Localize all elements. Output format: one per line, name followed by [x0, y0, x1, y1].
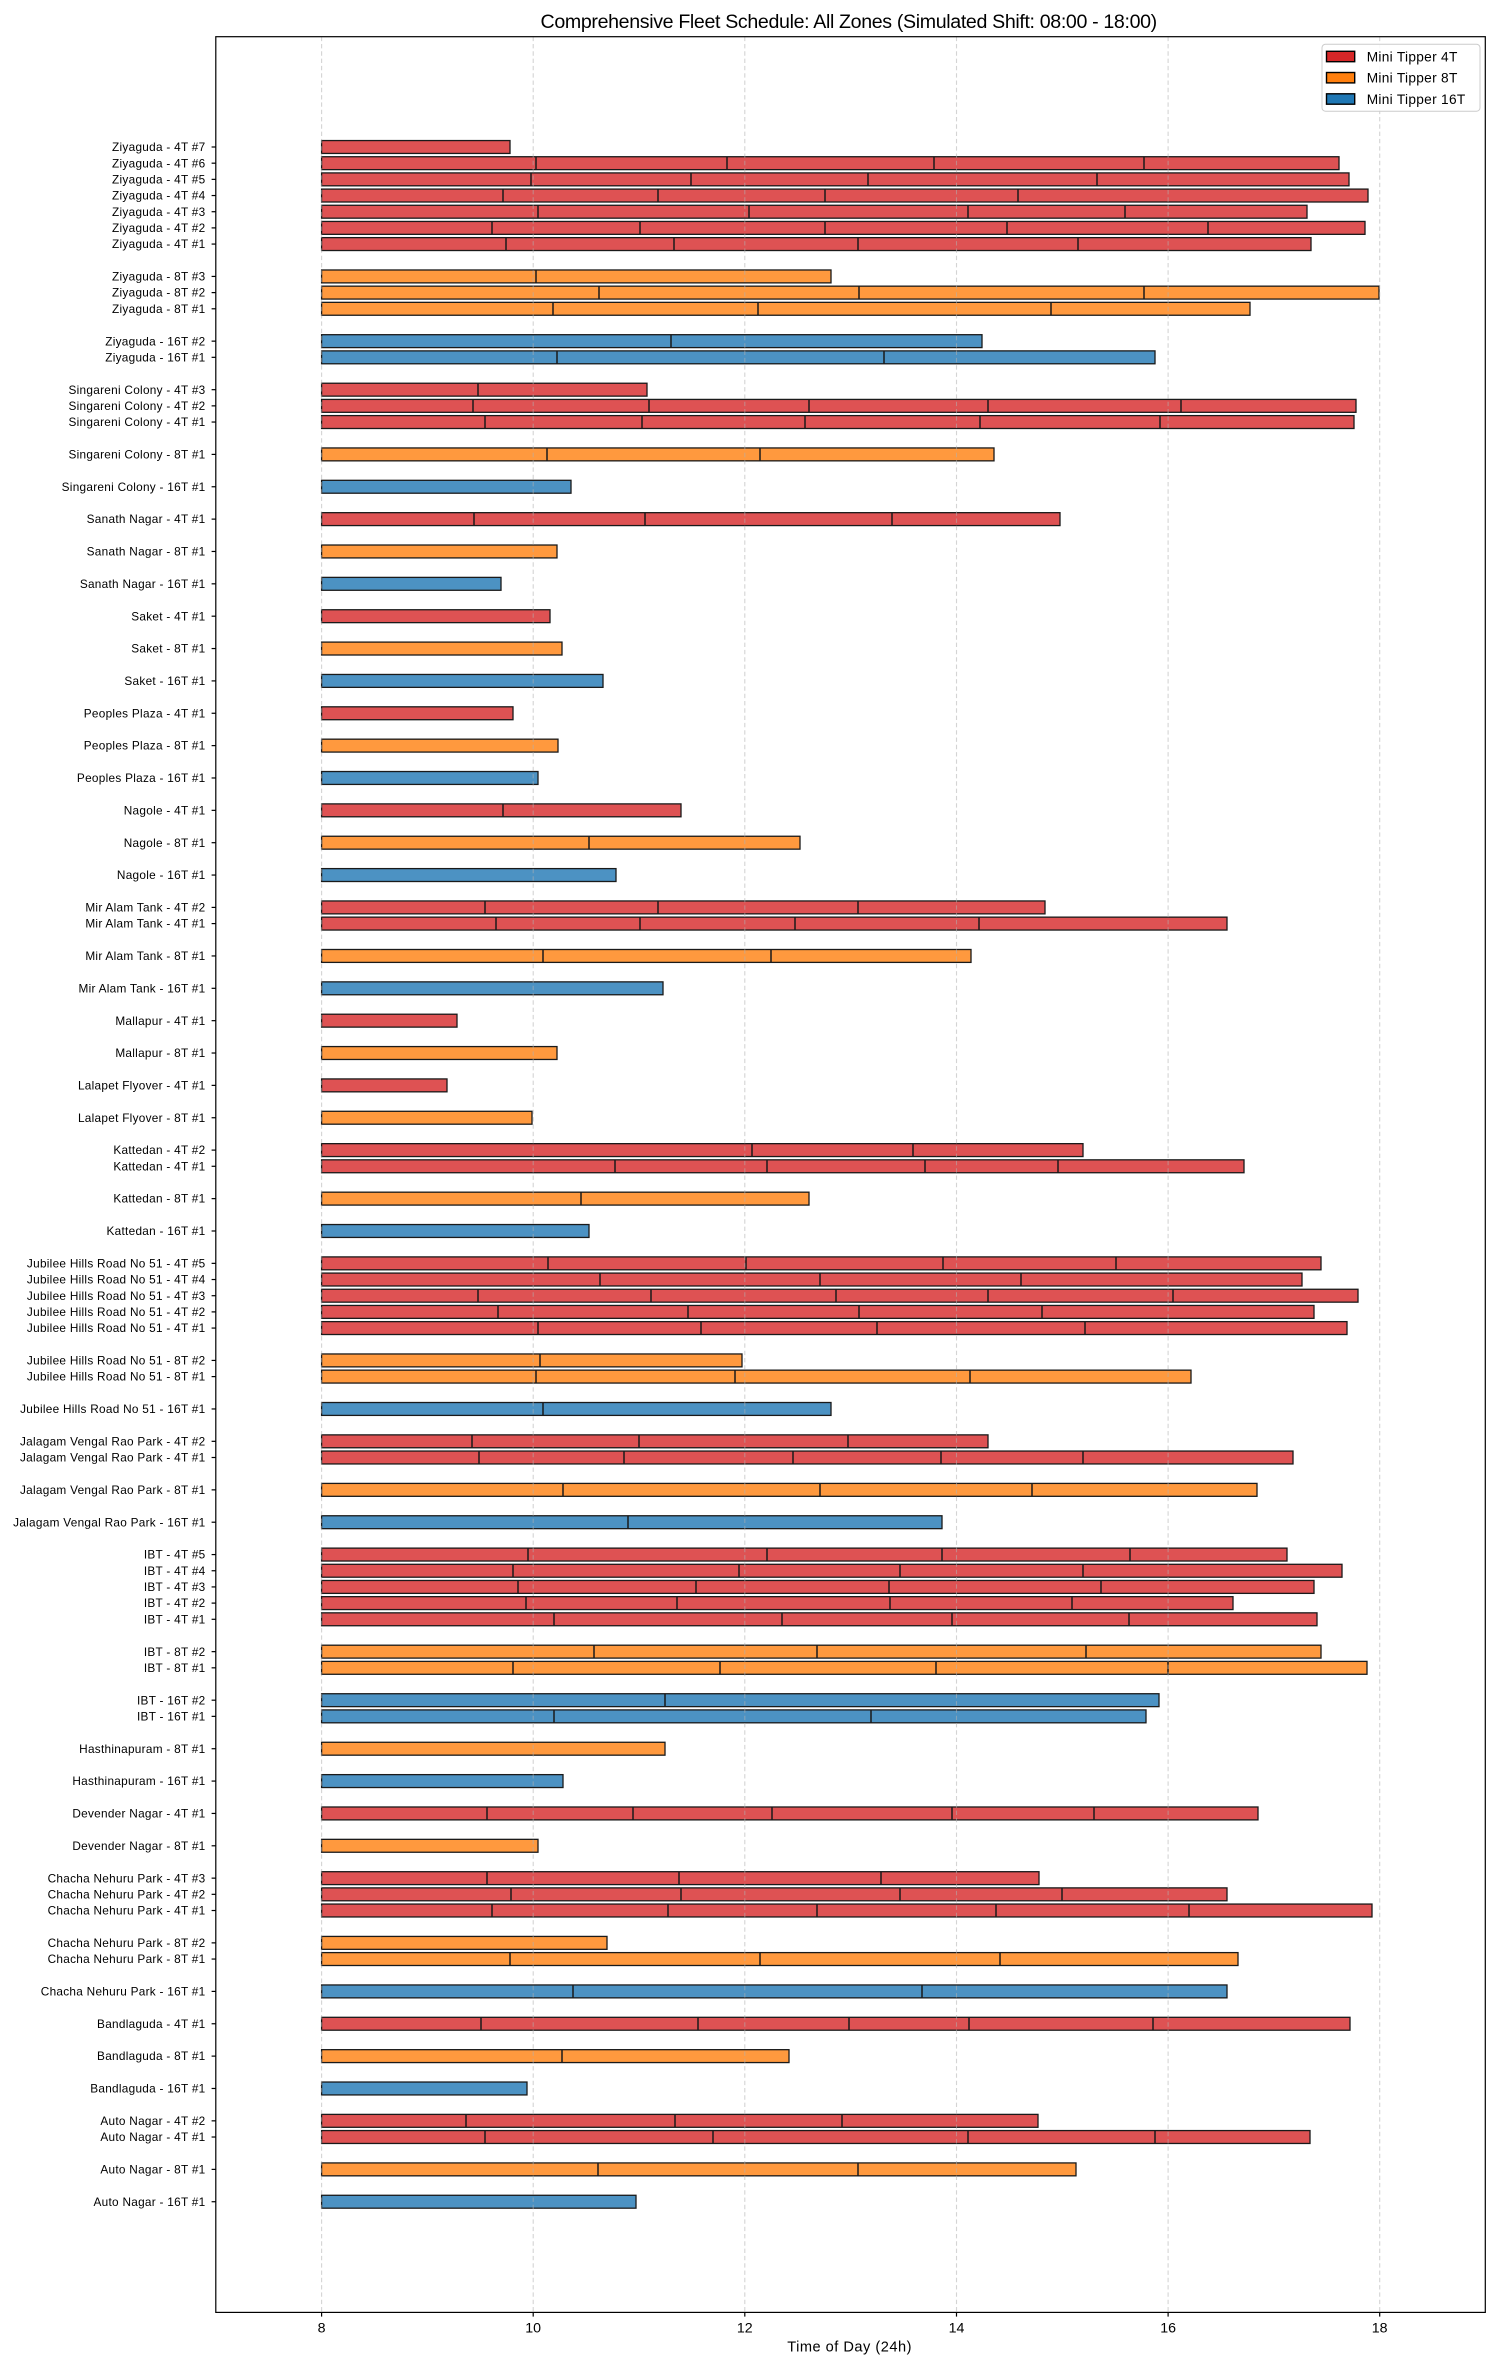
svg-text:Bandlaguda - 8T #1: Bandlaguda - 8T #1: [97, 2049, 205, 2063]
svg-text:Jalagam Vengal Rao Park - 4T #: Jalagam Vengal Rao Park - 4T #1: [20, 1451, 206, 1465]
svg-text:Ziyaguda - 4T #7: Ziyaguda - 4T #7: [112, 140, 205, 154]
svg-text:Mallapur - 8T #1: Mallapur - 8T #1: [115, 1046, 205, 1060]
svg-text:IBT - 4T #2: IBT - 4T #2: [144, 1596, 206, 1610]
svg-text:Jalagam Vengal Rao Park - 8T #: Jalagam Vengal Rao Park - 8T #1: [20, 1483, 206, 1497]
svg-text:Kattedan - 4T #1: Kattedan - 4T #1: [113, 1159, 205, 1173]
svg-text:Jubilee Hills Road No 51 - 4T: Jubilee Hills Road No 51 - 4T #4: [27, 1273, 206, 1287]
svg-text:Saket - 4T #1: Saket - 4T #1: [131, 609, 205, 623]
svg-text:IBT - 4T #4: IBT - 4T #4: [144, 1564, 206, 1578]
svg-text:Jubilee Hills Road No 51 - 4T: Jubilee Hills Road No 51 - 4T #1: [27, 1321, 206, 1335]
svg-text:Mir Alam Tank - 4T #1: Mir Alam Tank - 4T #1: [85, 917, 205, 931]
svg-text:Jubilee Hills Road No 51 - 8T: Jubilee Hills Road No 51 - 8T #2: [27, 1354, 206, 1368]
svg-text:Jalagam Vengal Rao Park - 4T #: Jalagam Vengal Rao Park - 4T #2: [20, 1434, 206, 1448]
svg-text:Time of Day (24h): Time of Day (24h): [787, 2339, 912, 2355]
svg-text:Ziyaguda - 4T #3: Ziyaguda - 4T #3: [112, 205, 206, 219]
svg-text:Jubilee Hills Road No 51 - 16T: Jubilee Hills Road No 51 - 16T #1: [20, 1402, 205, 1416]
svg-text:Hasthinapuram - 8T #1: Hasthinapuram - 8T #1: [79, 1742, 205, 1756]
svg-text:Kattedan - 16T #1: Kattedan - 16T #1: [107, 1224, 206, 1238]
svg-text:Bandlaguda - 16T #1: Bandlaguda - 16T #1: [90, 2082, 205, 2096]
svg-text:Nagole - 8T #1: Nagole - 8T #1: [124, 836, 206, 850]
svg-text:Auto Nagar - 16T #1: Auto Nagar - 16T #1: [94, 2195, 206, 2209]
svg-text:Mallapur - 4T #1: Mallapur - 4T #1: [115, 1014, 205, 1028]
svg-text:IBT - 16T #2: IBT - 16T #2: [137, 1693, 206, 1707]
svg-text:Lalapet Flyover - 8T #1: Lalapet Flyover - 8T #1: [78, 1111, 206, 1125]
svg-text:Nagole - 4T #1: Nagole - 4T #1: [124, 803, 206, 817]
svg-text:Jubilee Hills Road No 51 - 4T: Jubilee Hills Road No 51 - 4T #3: [27, 1289, 206, 1303]
svg-text:Ziyaguda - 4T #5: Ziyaguda - 4T #5: [112, 172, 206, 186]
svg-text:Auto Nagar - 4T #2: Auto Nagar - 4T #2: [100, 2114, 205, 2128]
svg-text:Peoples Plaza - 16T #1: Peoples Plaza - 16T #1: [77, 771, 206, 785]
svg-text:Jubilee Hills Road No 51 - 4T: Jubilee Hills Road No 51 - 4T #2: [27, 1305, 206, 1319]
svg-text:Jalagam Vengal Rao Park - 16T: Jalagam Vengal Rao Park - 16T #1: [13, 1515, 205, 1529]
svg-text:Auto Nagar - 4T #1: Auto Nagar - 4T #1: [100, 2130, 205, 2144]
svg-text:Kattedan - 8T #1: Kattedan - 8T #1: [113, 1192, 205, 1206]
svg-text:Singareni Colony - 16T #1: Singareni Colony - 16T #1: [62, 480, 206, 494]
svg-text:Singareni Colony - 4T #1: Singareni Colony - 4T #1: [69, 415, 206, 429]
svg-text:Ziyaguda - 4T #2: Ziyaguda - 4T #2: [112, 221, 205, 235]
svg-text:Singareni Colony - 4T #3: Singareni Colony - 4T #3: [69, 383, 206, 397]
svg-text:10: 10: [525, 2320, 541, 2336]
svg-text:Mir Alam Tank - 8T #1: Mir Alam Tank - 8T #1: [85, 949, 205, 963]
svg-text:Ziyaguda - 4T #1: Ziyaguda - 4T #1: [112, 237, 205, 251]
svg-text:Saket - 8T #1: Saket - 8T #1: [131, 642, 205, 656]
svg-text:IBT - 4T #3: IBT - 4T #3: [144, 1580, 206, 1594]
svg-text:Bandlaguda - 4T #1: Bandlaguda - 4T #1: [97, 2017, 205, 2031]
svg-text:Chacha Nehuru Park - 4T #3: Chacha Nehuru Park - 4T #3: [48, 1871, 206, 1885]
svg-text:Mir Alam Tank - 16T #1: Mir Alam Tank - 16T #1: [78, 981, 205, 995]
svg-text:Mini Tipper 4T: Mini Tipper 4T: [1367, 49, 1458, 64]
svg-text:Comprehensive Fleet Schedule:: Comprehensive Fleet Schedule: All Zones …: [541, 11, 1157, 33]
svg-text:Devender Nagar - 8T #1: Devender Nagar - 8T #1: [72, 1839, 205, 1853]
svg-text:Ziyaguda - 4T #4: Ziyaguda - 4T #4: [112, 189, 206, 203]
svg-text:Mini Tipper 16T: Mini Tipper 16T: [1367, 92, 1466, 107]
svg-text:Sanath Nagar - 16T #1: Sanath Nagar - 16T #1: [80, 577, 206, 591]
svg-text:Devender Nagar - 4T #1: Devender Nagar - 4T #1: [72, 1807, 205, 1821]
svg-text:12: 12: [737, 2320, 753, 2336]
svg-text:Sanath Nagar - 8T #1: Sanath Nagar - 8T #1: [87, 545, 206, 559]
svg-text:Chacha Nehuru Park - 8T #2: Chacha Nehuru Park - 8T #2: [48, 1936, 206, 1950]
svg-text:IBT - 16T #1: IBT - 16T #1: [137, 1709, 206, 1723]
svg-text:Chacha Nehuru Park - 16T #1: Chacha Nehuru Park - 16T #1: [41, 1985, 206, 1999]
svg-text:Singareni Colony - 8T #1: Singareni Colony - 8T #1: [69, 448, 206, 462]
svg-text:Nagole - 16T #1: Nagole - 16T #1: [117, 868, 206, 882]
svg-text:8: 8: [318, 2320, 326, 2336]
svg-text:Chacha Nehuru Park - 4T #2: Chacha Nehuru Park - 4T #2: [48, 1887, 206, 1901]
svg-text:Mir Alam Tank - 4T #2: Mir Alam Tank - 4T #2: [85, 901, 205, 915]
svg-text:Auto Nagar - 8T #1: Auto Nagar - 8T #1: [100, 2162, 205, 2176]
svg-text:Ziyaguda - 16T #2: Ziyaguda - 16T #2: [105, 334, 205, 348]
svg-text:Chacha Nehuru Park - 4T #1: Chacha Nehuru Park - 4T #1: [48, 1904, 206, 1918]
svg-text:Sanath Nagar - 4T #1: Sanath Nagar - 4T #1: [87, 512, 206, 526]
svg-text:14: 14: [949, 2320, 965, 2336]
svg-text:Chacha Nehuru Park - 8T #1: Chacha Nehuru Park - 8T #1: [48, 1952, 206, 1966]
svg-text:Ziyaguda - 8T #3: Ziyaguda - 8T #3: [112, 270, 206, 284]
svg-text:IBT - 4T #5: IBT - 4T #5: [144, 1548, 206, 1562]
svg-text:Ziyaguda - 16T #1: Ziyaguda - 16T #1: [105, 350, 205, 364]
svg-text:Mini Tipper 8T: Mini Tipper 8T: [1367, 71, 1458, 86]
svg-text:Jubilee Hills Road No 51 - 8T: Jubilee Hills Road No 51 - 8T #1: [27, 1370, 206, 1384]
svg-text:16: 16: [1160, 2320, 1176, 2336]
svg-text:18: 18: [1372, 2320, 1388, 2336]
svg-text:Jubilee Hills Road No 51 - 4T: Jubilee Hills Road No 51 - 4T #5: [27, 1256, 206, 1270]
svg-text:Kattedan - 4T #2: Kattedan - 4T #2: [113, 1143, 205, 1157]
svg-text:Lalapet Flyover - 4T #1: Lalapet Flyover - 4T #1: [78, 1078, 206, 1092]
svg-text:Hasthinapuram - 16T #1: Hasthinapuram - 16T #1: [72, 1774, 205, 1788]
svg-text:IBT - 4T #1: IBT - 4T #1: [144, 1612, 206, 1626]
svg-text:Peoples Plaza - 4T #1: Peoples Plaza - 4T #1: [84, 706, 206, 720]
svg-text:IBT - 8T #2: IBT - 8T #2: [144, 1645, 206, 1659]
svg-text:Saket - 16T #1: Saket - 16T #1: [124, 674, 205, 688]
svg-text:Ziyaguda - 8T #1: Ziyaguda - 8T #1: [112, 302, 205, 316]
svg-text:Ziyaguda - 8T #2: Ziyaguda - 8T #2: [112, 286, 205, 300]
svg-text:IBT - 8T #1: IBT - 8T #1: [144, 1661, 206, 1675]
svg-text:Ziyaguda - 4T #6: Ziyaguda - 4T #6: [112, 156, 206, 170]
svg-text:Peoples Plaza - 8T #1: Peoples Plaza - 8T #1: [84, 739, 206, 753]
svg-text:Singareni Colony - 4T #2: Singareni Colony - 4T #2: [69, 399, 206, 413]
